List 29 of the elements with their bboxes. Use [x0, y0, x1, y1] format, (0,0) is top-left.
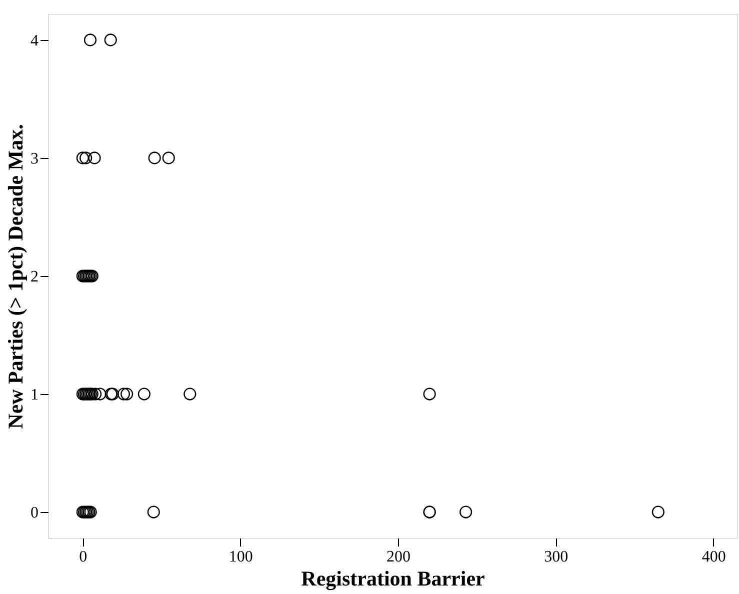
point: [80, 152, 92, 164]
x-tick-label: 100: [228, 548, 253, 566]
point: [147, 506, 160, 518]
point: [84, 34, 97, 46]
point: [460, 506, 472, 518]
point: [88, 152, 101, 164]
y-tick-label: 3: [30, 150, 38, 168]
point: [76, 152, 89, 164]
point: [652, 506, 664, 518]
point: [89, 388, 102, 400]
point: [94, 388, 106, 400]
x-tick-label: 400: [702, 548, 726, 566]
y-tick-label: 2: [30, 268, 38, 286]
point: [184, 388, 196, 400]
point: [162, 152, 175, 164]
point: [104, 34, 117, 46]
x-tick-label: 0: [79, 548, 88, 566]
point: [148, 152, 161, 164]
y-tick-label: 0: [30, 504, 38, 522]
y-tick-label: 1: [30, 386, 38, 404]
x-tick-label: 200: [386, 548, 411, 566]
point: [120, 388, 134, 400]
x-tick-label: 300: [544, 548, 568, 566]
point: [423, 388, 436, 400]
point: [138, 388, 150, 400]
point: [117, 388, 130, 400]
y-axis-title: New Parties (> 1pct) Decade Max.: [4, 124, 28, 429]
x-axis-title: Registration Barrier: [301, 566, 485, 590]
y-tick-label: 4: [30, 32, 38, 50]
